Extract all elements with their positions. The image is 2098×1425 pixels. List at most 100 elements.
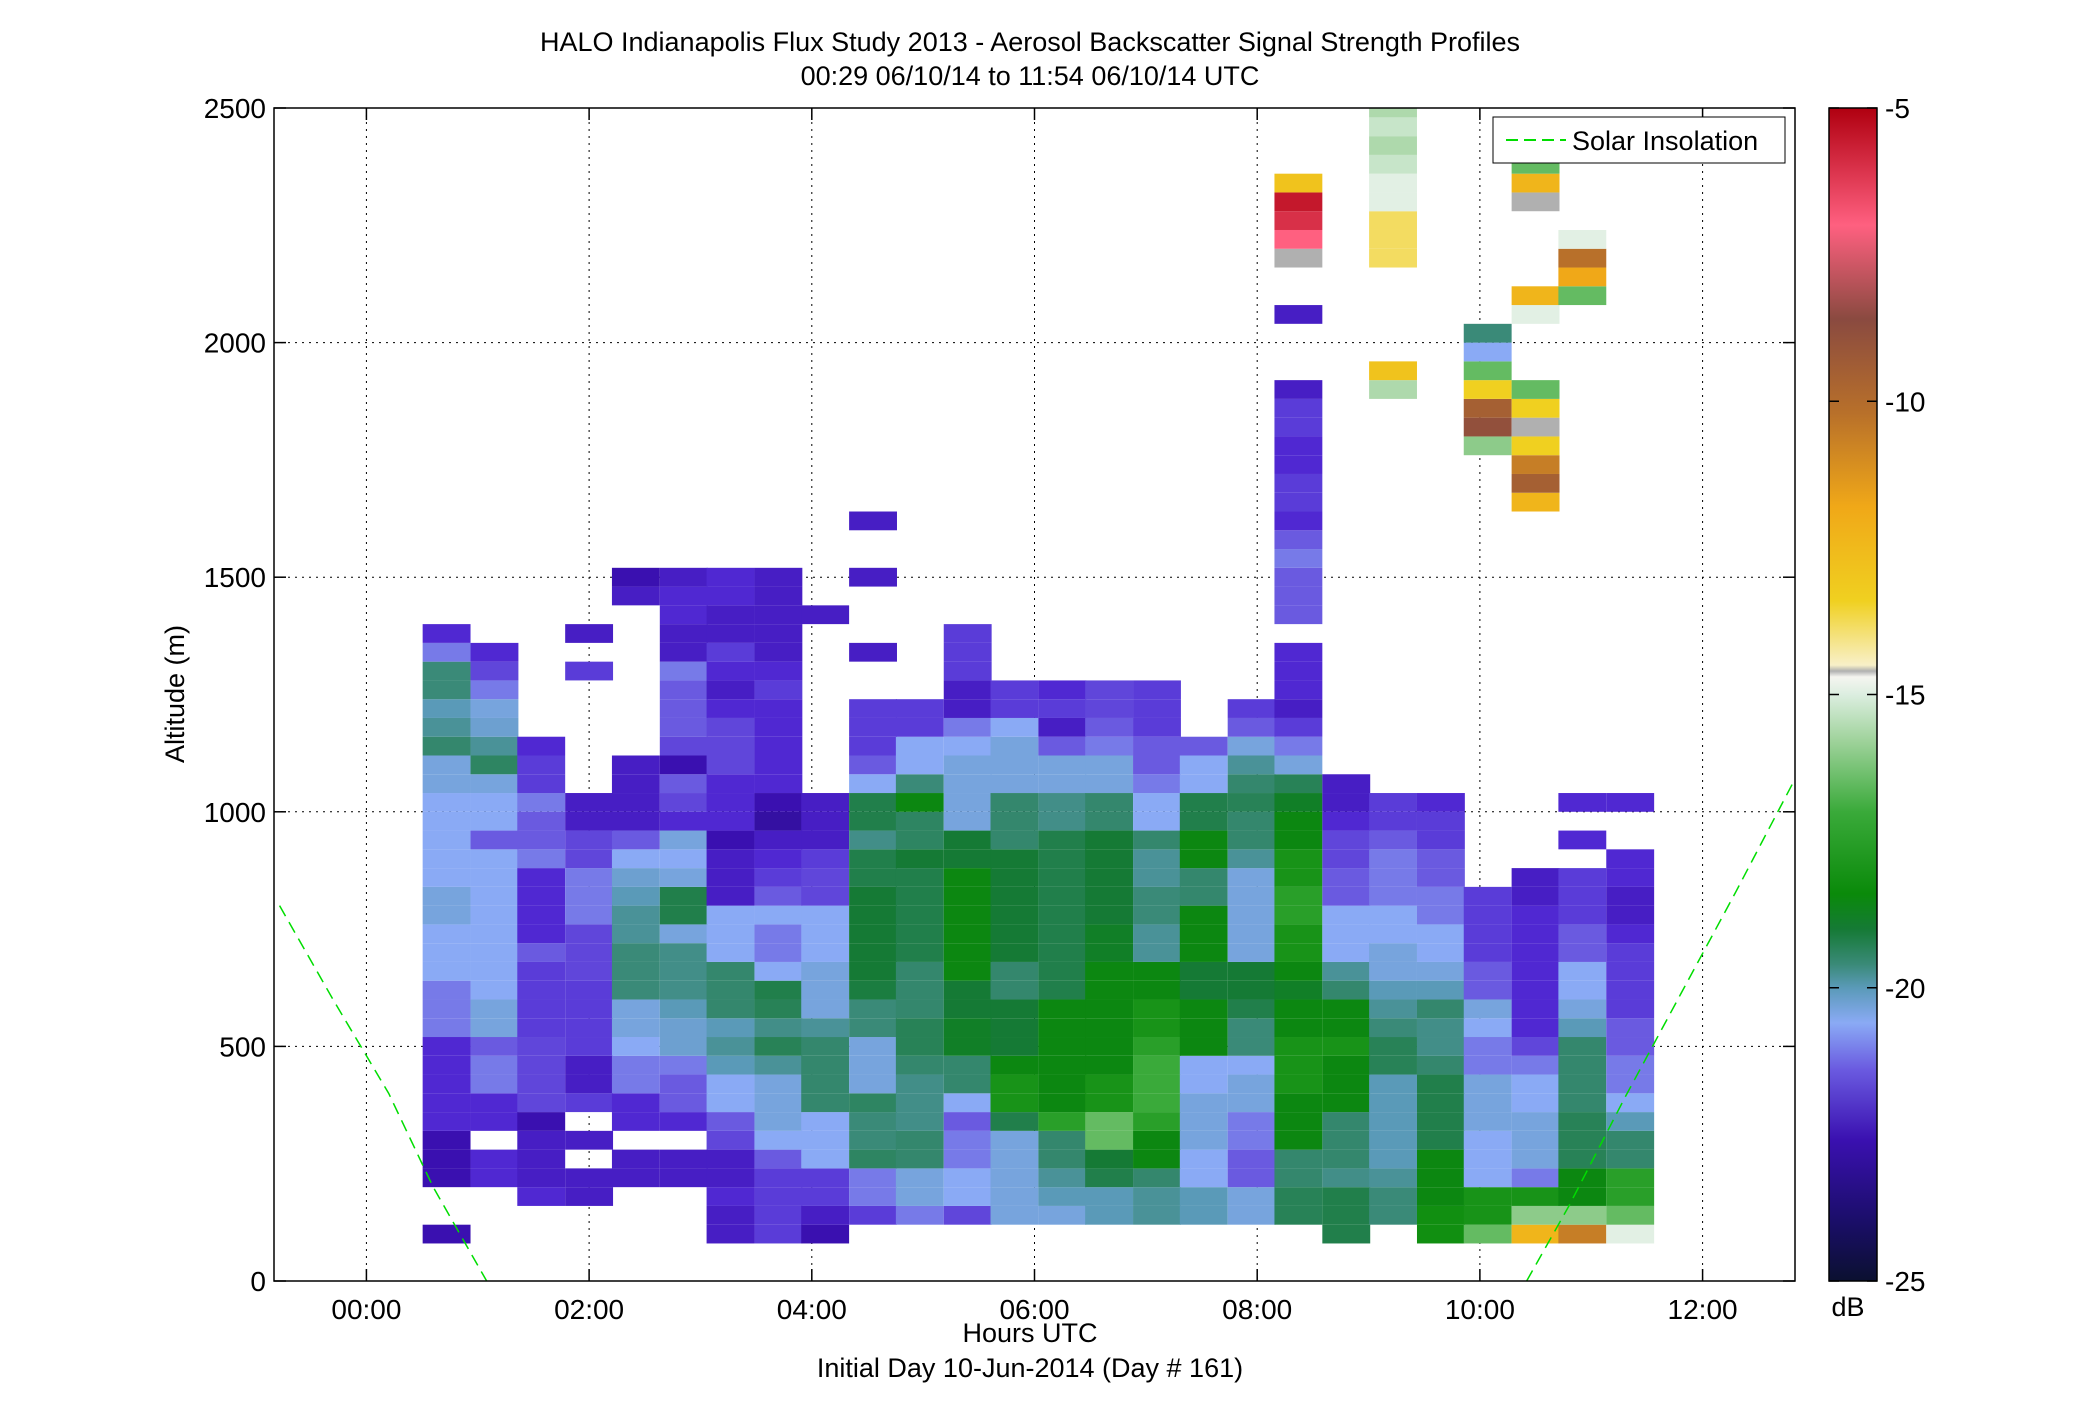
- y-axis-ticks: 0 500 1000 1500 2000 2500: [204, 93, 1795, 1297]
- heatmap-cell: [1085, 980, 1134, 1000]
- heatmap-cell: [1322, 1018, 1371, 1038]
- heatmap-cell: [754, 1149, 803, 1169]
- heatmap-cell: [706, 1205, 755, 1225]
- heatmap-cell: [754, 886, 803, 906]
- heatmap-cell: [801, 811, 850, 831]
- heatmap-cell: [754, 1112, 803, 1131]
- heatmap-cell: [1179, 999, 1228, 1019]
- heatmap-cell: [754, 868, 803, 887]
- heatmap-cell: [470, 774, 519, 794]
- heatmap-cell: [1179, 1018, 1228, 1038]
- heatmap-cell: [943, 1205, 992, 1225]
- heatmap-cell: [990, 811, 1039, 831]
- heatmap-cell: [470, 699, 519, 718]
- x-tick-label: 12:00: [1668, 1294, 1738, 1325]
- heatmap-cell: [943, 736, 992, 756]
- heatmap-cell: [754, 1037, 803, 1056]
- heatmap-cell: [1606, 1055, 1655, 1075]
- heatmap-cell: [849, 1037, 897, 1056]
- heatmap-cell: [1558, 1112, 1607, 1131]
- heatmap-cell: [1038, 980, 1087, 1000]
- heatmap-cell: [517, 1093, 566, 1113]
- heatmap-cell: [943, 1055, 992, 1075]
- heatmap-cell: [1416, 943, 1465, 962]
- heatmap-cell: [565, 1187, 614, 1206]
- heatmap-cell: [1038, 811, 1087, 831]
- heatmap-cell: [754, 717, 803, 737]
- heatmap-cell: [849, 1093, 897, 1113]
- heatmap-cell: [1416, 886, 1465, 906]
- heatmap-cell: [943, 1037, 992, 1056]
- heatmap-cell: [1179, 1112, 1228, 1131]
- heatmap-cell: [1463, 398, 1512, 418]
- heatmap-cell: [1179, 1205, 1228, 1225]
- heatmap-cell: [1038, 736, 1087, 756]
- heatmap-cell: [1085, 774, 1134, 794]
- chart-title: HALO Indianapolis Flux Study 2013 - Aero…: [540, 27, 1520, 57]
- heatmap-cell: [1511, 455, 1560, 474]
- heatmap-cell: [1038, 886, 1087, 906]
- heatmap-cell: [611, 849, 660, 869]
- heatmap-cell: [754, 642, 803, 662]
- heatmap-cell: [1133, 1037, 1181, 1056]
- heatmap-cell: [470, 1037, 519, 1056]
- heatmap-cell: [1558, 886, 1607, 906]
- heatmap-cell: [659, 1074, 708, 1094]
- heatmap-cell: [611, 924, 660, 944]
- heatmap-cell: [1179, 1037, 1228, 1056]
- heatmap-cell: [754, 905, 803, 925]
- heatmap-cell: [1274, 511, 1323, 531]
- heatmap-cell: [943, 924, 992, 944]
- heatmap-cell: [1369, 1149, 1417, 1169]
- heatmap-cell: [943, 1130, 992, 1150]
- heatmap-cell: [849, 736, 897, 756]
- heatmap-cell: [565, 793, 614, 812]
- heatmap-cell: [754, 586, 803, 606]
- heatmap-cell: [754, 961, 803, 981]
- heatmap-cell: [1463, 1112, 1512, 1131]
- heatmap-cell: [470, 905, 519, 925]
- heatmap-cell: [517, 736, 566, 756]
- heatmap-cell: [1274, 1149, 1323, 1169]
- heatmap-cell: [1511, 305, 1560, 324]
- heatmap-cell: [1606, 1168, 1655, 1188]
- heatmap-cell: [517, 811, 566, 831]
- heatmap-cell: [1038, 1187, 1087, 1206]
- heatmap-cell: [565, 1074, 614, 1094]
- x-tick-label: 06:00: [999, 1294, 1069, 1325]
- heatmap-cell: [1369, 943, 1417, 962]
- heatmap-cell: [754, 1055, 803, 1075]
- heatmap-cell: [1085, 1205, 1134, 1225]
- heatmap-cell: [706, 774, 755, 794]
- heatmap-cell: [422, 1055, 471, 1075]
- heatmap-cell: [422, 755, 471, 775]
- heatmap-cell: [1463, 1149, 1512, 1169]
- heatmap-cell: [422, 999, 471, 1019]
- heatmap-cell: [1369, 192, 1417, 212]
- heatmap-cell: [1606, 980, 1655, 1000]
- heatmap-cell: [1133, 1074, 1181, 1094]
- heatmap-cell: [659, 793, 708, 812]
- heatmap-cell: [422, 661, 471, 681]
- heatmap-cell: [1133, 793, 1181, 812]
- heatmap-cell: [1511, 492, 1560, 512]
- heatmap-cell: [1038, 830, 1087, 850]
- heatmap-cell: [990, 717, 1039, 737]
- heatmap-cell: [895, 830, 944, 850]
- heatmap-cell: [422, 849, 471, 869]
- heatmap-cell: [1606, 943, 1655, 962]
- heatmap-cell: [1274, 661, 1323, 681]
- legend: Solar Insolation: [1492, 116, 1786, 164]
- heatmap-cell: [1606, 1224, 1655, 1244]
- heatmap-cell: [1416, 1037, 1465, 1056]
- heatmap-cell: [895, 717, 944, 737]
- heatmap-cell: [1179, 793, 1228, 812]
- heatmap-cells: [422, 108, 1655, 1244]
- heatmap-cell: [943, 1168, 992, 1188]
- heatmap-cell: [1322, 905, 1371, 925]
- heatmap-cell: [801, 1224, 850, 1244]
- heatmap-cell: [1416, 1187, 1465, 1206]
- heatmap-cell: [1369, 117, 1417, 137]
- heatmap-cell: [1606, 1205, 1655, 1225]
- heatmap-cell: [1322, 886, 1371, 906]
